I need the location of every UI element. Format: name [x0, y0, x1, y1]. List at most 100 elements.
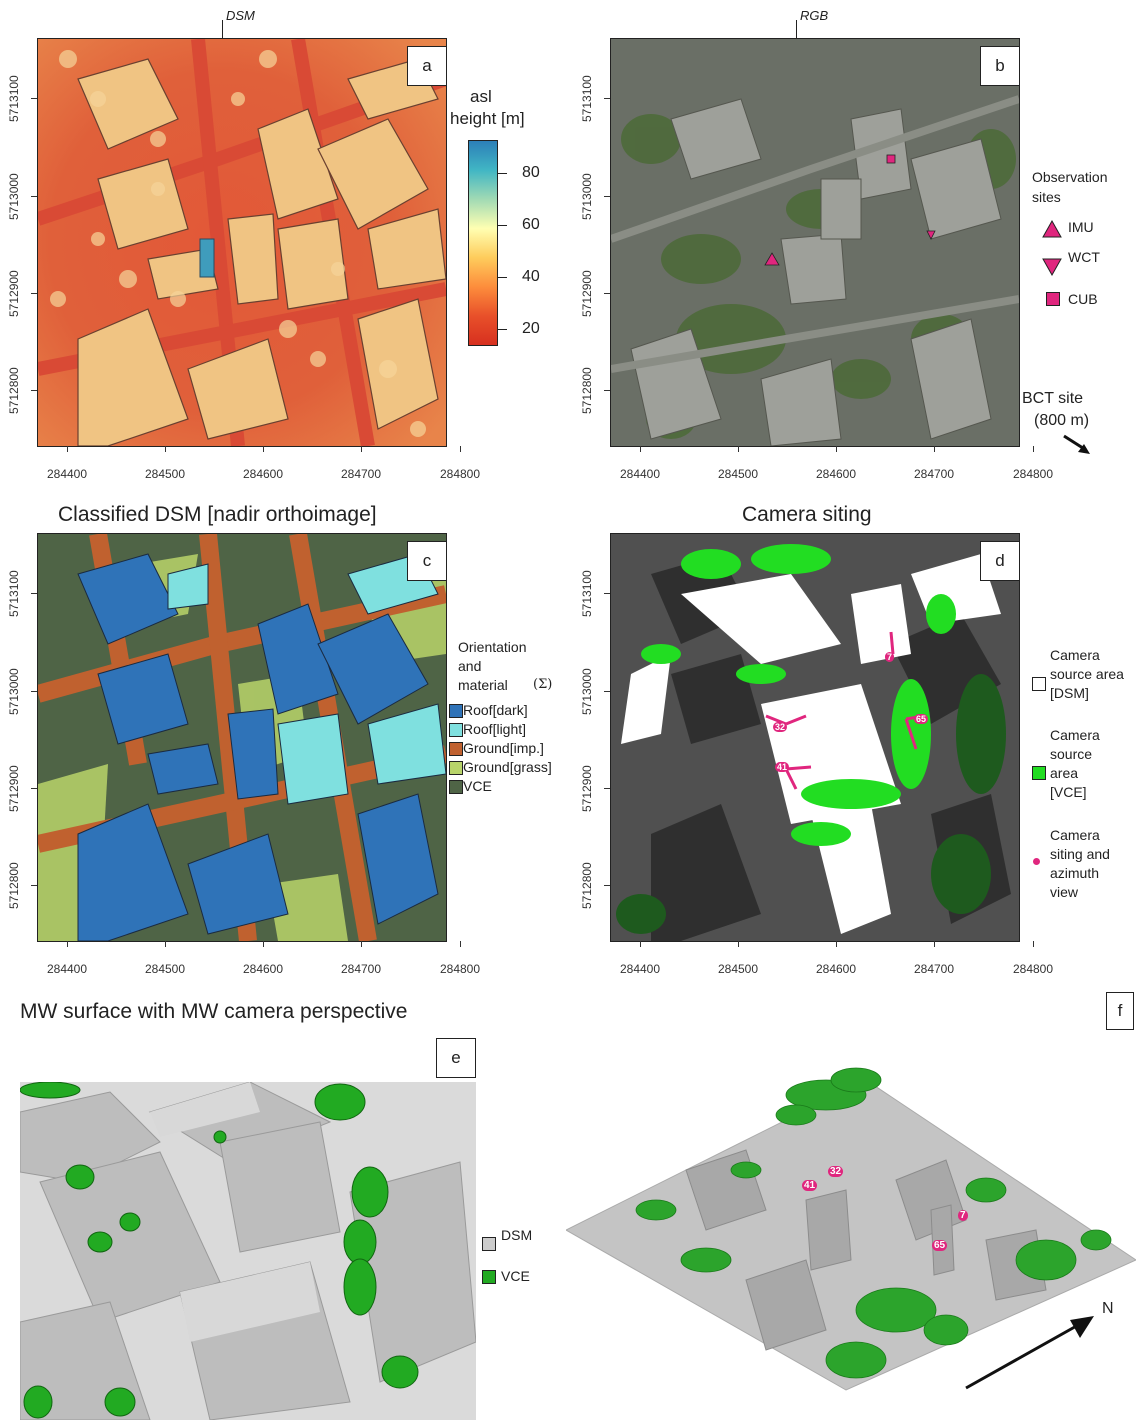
panel-c-classified-map — [37, 533, 447, 942]
legend-b-title-line2: sites — [1032, 189, 1061, 205]
mw-domain-3d-graphic — [564, 1067, 1136, 1391]
legend-d-item1-line3: [DSM] — [1050, 685, 1089, 701]
cub-square-icon — [1046, 292, 1060, 306]
panel-d-y-tick-label: 5713100 — [580, 570, 594, 617]
bct-site-line1: BCT site — [1022, 390, 1084, 407]
legend-e-dsm: DSM — [501, 1227, 533, 1243]
panel-b-y-tick-label: 5713000 — [580, 173, 594, 220]
panel-c-x-tickmark — [165, 941, 166, 947]
camera-label-65-f: 65 — [932, 1240, 948, 1251]
panel-b-x-tickmark — [934, 446, 935, 452]
panel-d-x-tick-label: 284700 — [913, 962, 955, 976]
panel-c-y-tickmark — [31, 885, 37, 886]
legend-b-imu: IMU — [1068, 219, 1094, 235]
panel-b-x-tickmark — [1033, 446, 1034, 452]
classified-map-graphic — [38, 534, 446, 941]
legend-d-item3-line4: view — [1050, 884, 1079, 900]
panel-b-y-tickmark — [604, 390, 610, 391]
panel-d-letter: d — [980, 541, 1020, 581]
legend-d-item1-line2: source area — [1050, 666, 1124, 682]
panel-d-x-tickmark — [640, 941, 641, 947]
panel-a-y-tickmark — [31, 390, 37, 391]
panel-c-x-tick-label: 284700 — [340, 962, 382, 976]
camera-label-32-d: 32 — [773, 722, 788, 732]
panel-a-x-tickmark — [67, 446, 68, 452]
panel-d-y-tickmark — [604, 691, 610, 692]
legend-c-vce: VCE — [463, 778, 492, 794]
colorbar-title-line1: asl — [470, 87, 492, 106]
panel-b-y-tickmark — [604, 98, 610, 99]
panel-d-y-tickmark — [604, 593, 610, 594]
panel-b-x-tick-label: 284700 — [913, 467, 955, 481]
legend-b-title-line1: Observation — [1032, 169, 1108, 185]
panel-e-3d-view — [20, 1082, 476, 1420]
panel-d-y-tick-label: 5713000 — [580, 668, 594, 715]
panel-d-y-tick-label: 5712800 — [580, 862, 594, 909]
imu-triangle-icon — [1042, 220, 1062, 238]
legend-c-ground-grass: Ground[grass] — [463, 759, 552, 775]
panel-a-x-tickmark — [361, 446, 362, 452]
panel-f-3d-view: 32 41 7 65 — [564, 1060, 1136, 1400]
panel-c-y-tickmark — [31, 691, 37, 692]
camera-siting-map-graphic — [611, 534, 1019, 941]
panel-c-y-tickmark — [31, 593, 37, 594]
legend-c-ground-imp: Ground[imp.] — [463, 740, 544, 756]
panel-c-x-tickmark — [361, 941, 362, 947]
panel-a-letter: a — [407, 46, 447, 86]
panel-a-x-tickmark — [460, 446, 461, 452]
legend-d-item3-line2: siting and — [1050, 846, 1110, 862]
legend-c-roof-light: Roof[light] — [463, 721, 527, 737]
panel-c-x-tickmark — [263, 941, 264, 947]
legend-d-item3-line3: azimuth — [1050, 865, 1100, 881]
legend-c-title-line3: material — [458, 677, 508, 693]
panel-b-x-tick-label: 284800 — [1012, 467, 1054, 481]
panel-c-y-tickmark — [31, 788, 37, 789]
panel-b-y-tickmark — [604, 196, 610, 197]
panel-d-camera-siting-map: 32 41 7 65 — [610, 533, 1020, 942]
camera-label-7-f: 7 — [958, 1210, 968, 1221]
panel-a-corner-label: DSM — [226, 8, 255, 23]
wct-triangle-icon — [1042, 258, 1062, 276]
panel-e-letter: e — [436, 1038, 476, 1078]
panel-a-x-tick-label: 284400 — [46, 467, 88, 481]
legend-c-title-line2: and — [458, 658, 482, 674]
panel-b-corner-tick — [796, 20, 797, 38]
panel-c-x-tickmark — [67, 941, 68, 947]
panel-c-letter: c — [407, 541, 447, 581]
camera-label-65-d: 65 — [914, 714, 929, 724]
panel-b-x-tick-label: 284500 — [717, 467, 759, 481]
panel-d-y-tickmark — [604, 788, 610, 789]
panel-b-x-tick-label: 284600 — [815, 467, 857, 481]
panel-c-title: Classified DSM [nadir orthoimage] — [58, 503, 377, 526]
camera-label-41-f: 41 — [802, 1180, 818, 1191]
panel-a-x-tickmark — [165, 446, 166, 452]
colorbar-tick-60: 60 — [522, 216, 540, 233]
panel-a-x-tick-label: 284600 — [242, 467, 284, 481]
panel-d-x-tick-label: 284600 — [815, 962, 857, 976]
legend-d-item3-line1: Camera — [1050, 827, 1100, 843]
panel-d-x-tick-label: 284800 — [1012, 962, 1054, 976]
camera-label-41-d: 41 — [775, 762, 790, 772]
panel-c-y-tick-label: 5713100 — [7, 570, 21, 617]
legend-c-swatch-vce — [449, 780, 463, 794]
panel-f-letter: f — [1106, 992, 1134, 1030]
panel-d-title: Camera siting — [742, 503, 872, 526]
legend-c-title-line1: Orientation — [458, 639, 527, 655]
panel-d-x-tickmark — [1033, 941, 1034, 947]
panel-c-x-tickmark — [460, 941, 461, 947]
camera-label-32-f: 32 — [828, 1166, 844, 1177]
panel-d-x-tickmark — [836, 941, 837, 947]
colorbar-tick-40: 40 — [522, 268, 540, 285]
legend-c-swatch-ground-imp — [449, 742, 463, 756]
panel-a-y-tickmark — [31, 293, 37, 294]
panel-d-x-tick-label: 284500 — [717, 962, 759, 976]
legend-d-item2-line1: Camera — [1050, 727, 1100, 743]
panel-a-dsm-map — [37, 38, 447, 447]
panel-c-x-tick-label: 284600 — [242, 962, 284, 976]
legend-d-item2-line2: source — [1050, 746, 1093, 762]
bct-direction-arrow-icon — [1063, 434, 1090, 454]
legend-c-swatch-roof-light — [449, 723, 463, 737]
panel-b-rgb-map — [610, 38, 1020, 447]
panel-d-x-tickmark — [738, 941, 739, 947]
legend-d-camera-dot-icon — [1033, 858, 1040, 865]
